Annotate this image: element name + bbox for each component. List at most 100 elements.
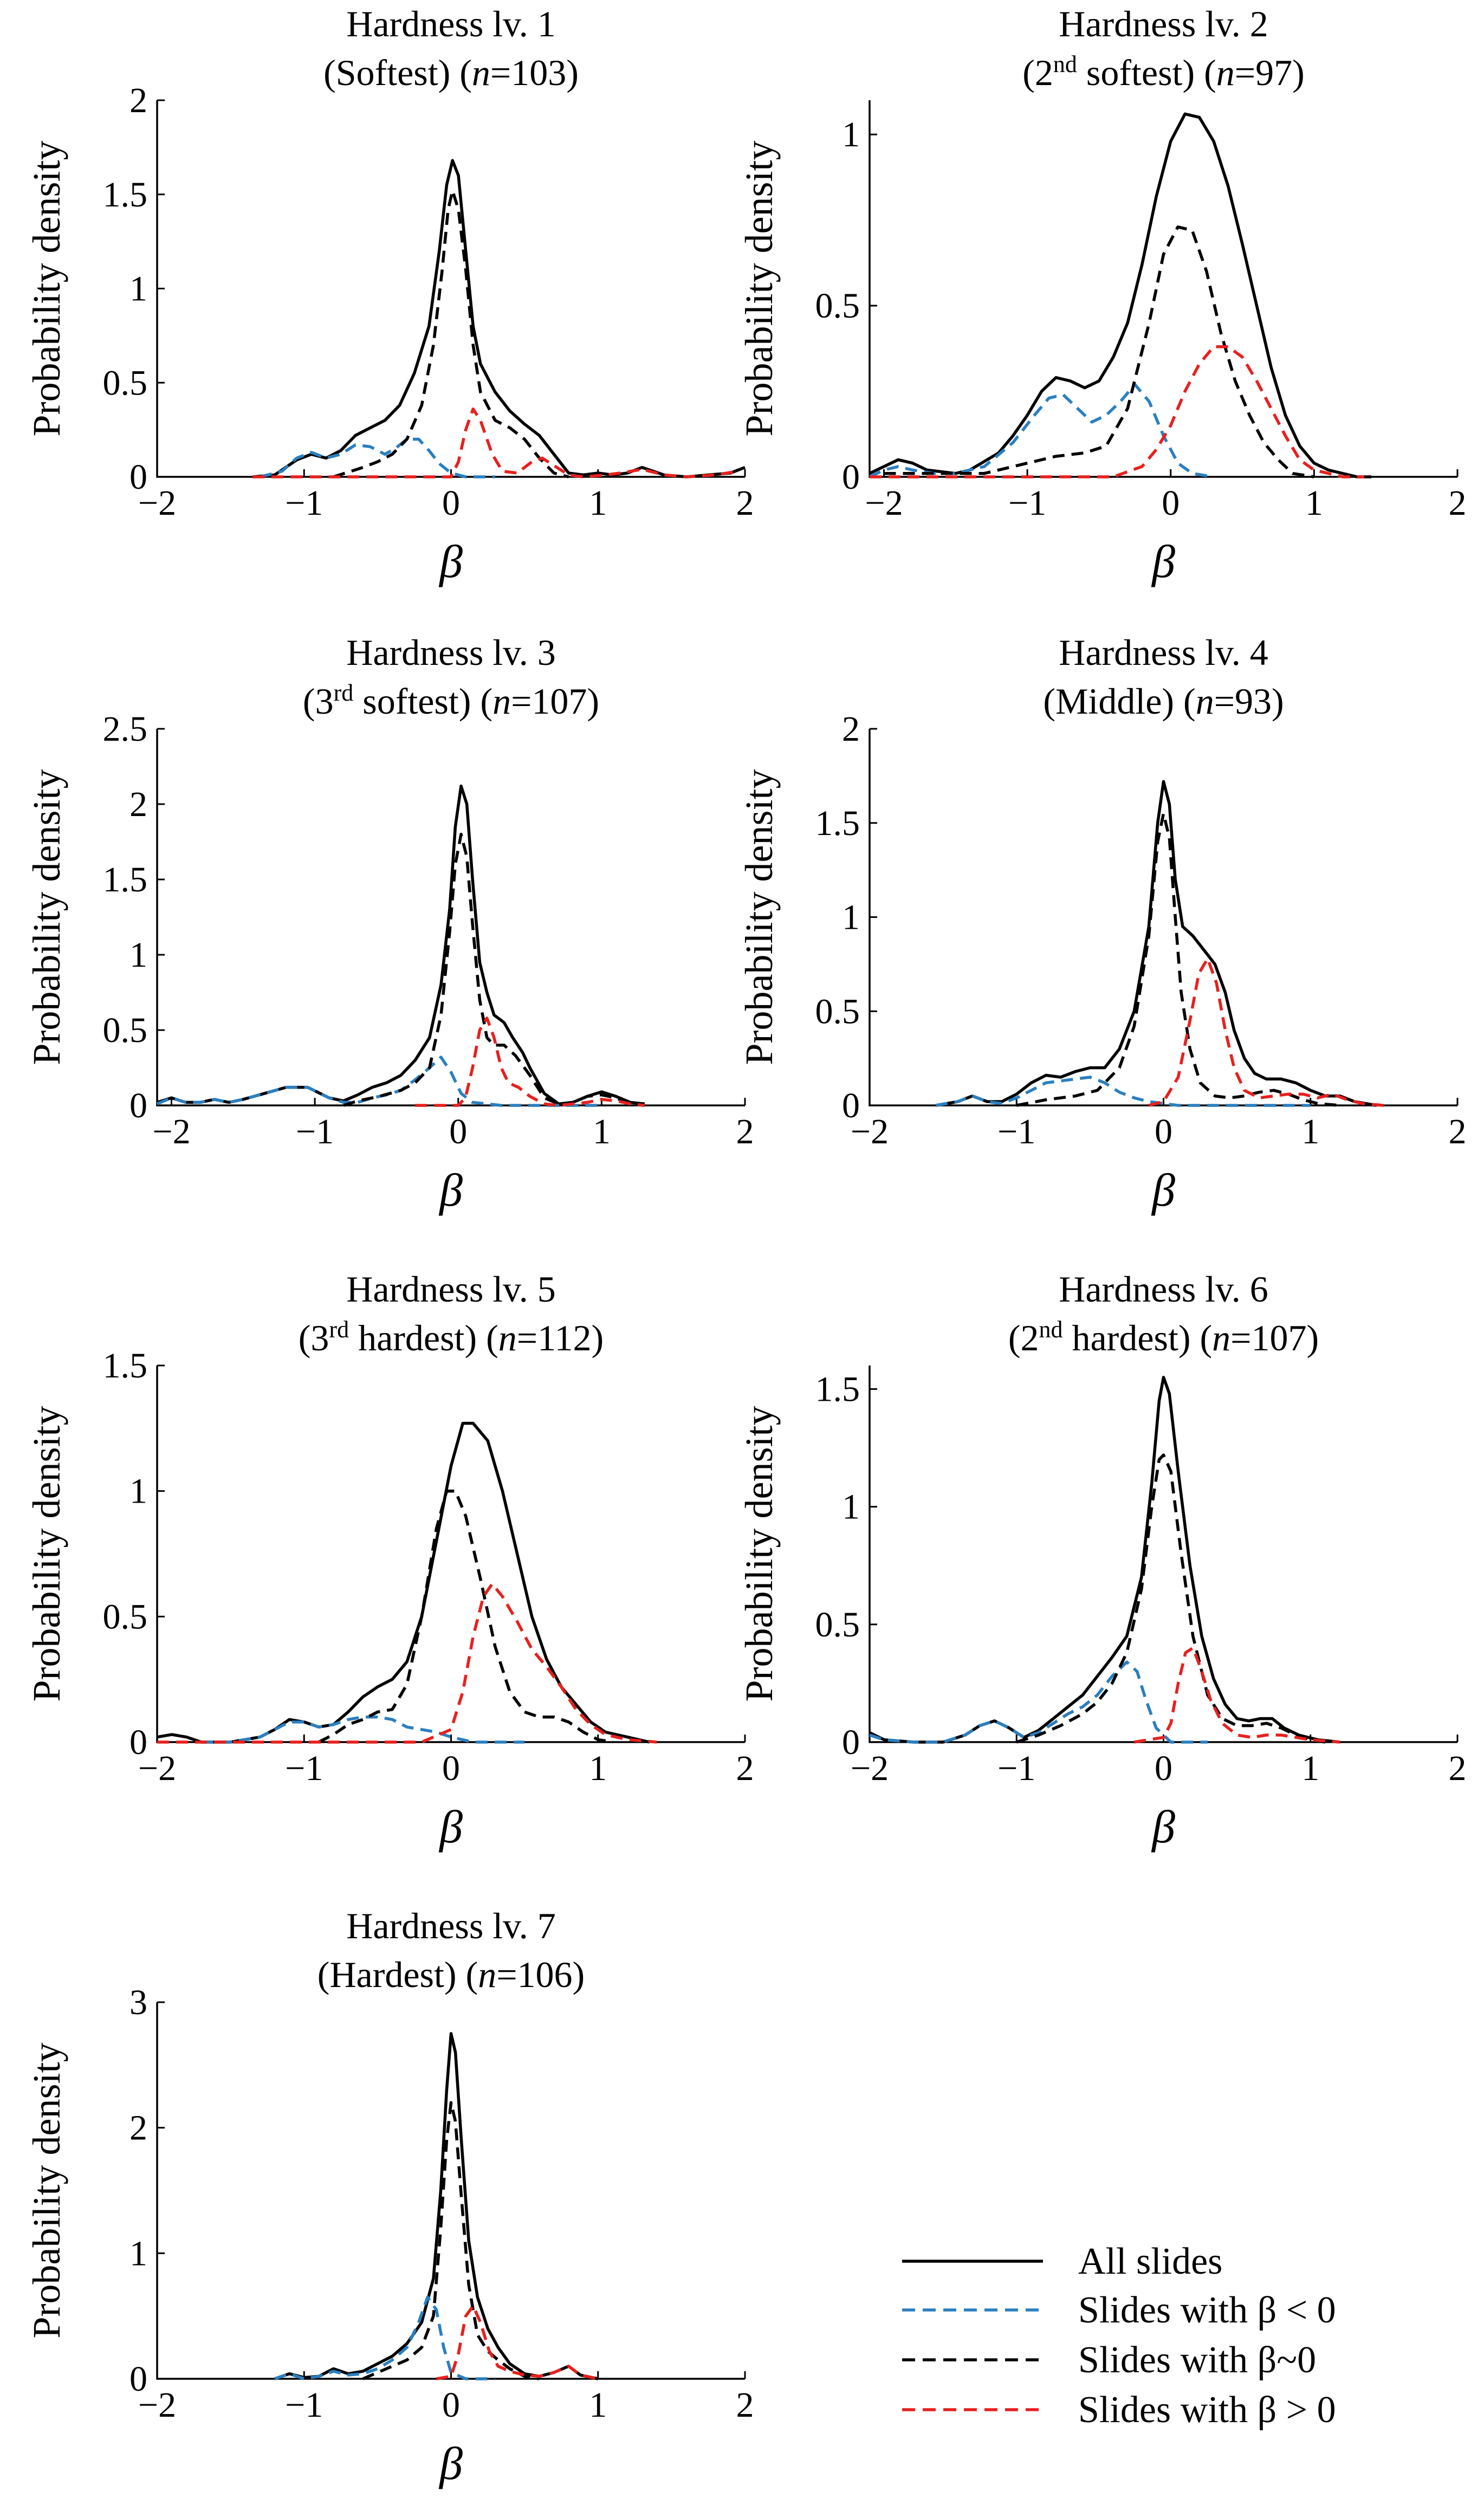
y-tick-label: 0.5 <box>815 992 860 1031</box>
x-tick-label: −2 <box>851 1749 889 1788</box>
series-line-neg <box>274 2295 495 2380</box>
panel-5: Hardness lv. 5 (3rd hardest) (n=112) −2 −1 0… <box>25 1269 754 1853</box>
axes-frame <box>156 100 745 478</box>
x-tick-label: −1 <box>285 2385 323 2425</box>
panel-6: Hardness lv. 6 (2nd hardest) (n=107) −2 −1 0… <box>737 1269 1467 1853</box>
x-tick-label: 2 <box>1449 483 1467 523</box>
x-tick-label: 1 <box>589 1749 607 1788</box>
series-line-pos <box>870 345 1364 478</box>
y-tick-label: 1 <box>129 2234 147 2273</box>
x-tick-label: −2 <box>865 483 903 523</box>
y-tick-label: 0 <box>129 2359 147 2399</box>
series-line-pos <box>252 407 738 478</box>
series-line-all <box>274 2032 599 2380</box>
y-tick-label: 0.5 <box>103 1597 148 1636</box>
series-line-neg <box>201 1715 525 1744</box>
y-tick-label: 1 <box>842 1487 860 1527</box>
y-axis-label: Probability density <box>737 1406 781 1702</box>
panel-subtitle: (3rd softest) (n=107) <box>303 679 599 722</box>
series-line-pos <box>1133 1646 1340 1744</box>
x-tick-label: 2 <box>1449 1749 1467 1788</box>
panel-subtitle: (2nd hardest) (n=107) <box>1008 1316 1319 1359</box>
x-tick-label: −1 <box>296 1112 334 1151</box>
series-line-all <box>157 784 645 1105</box>
panel-title: Hardness lv. 1 <box>346 3 556 44</box>
axes-frame <box>156 1366 745 1743</box>
series-line-zero <box>1016 1453 1326 1744</box>
x-tick-label: −1 <box>997 1749 1035 1788</box>
y-tick-label: 1 <box>129 269 147 309</box>
y-axis-label: Probability density <box>25 1406 68 1702</box>
x-tick-label: 0 <box>442 1749 460 1788</box>
series-line-all <box>869 1375 1340 1744</box>
x-tick-label: 0 <box>442 483 460 523</box>
y-axis-label: Probability density <box>25 769 68 1065</box>
y-tick-label: 3 <box>129 1983 147 2022</box>
y-tick-label: 0.5 <box>103 363 148 403</box>
x-tick-label: 2 <box>736 2385 754 2425</box>
panel-1: Hardness lv. 1 (Softest) (n=103) −2 −1 0 1 2 0 0… <box>25 3 754 587</box>
series-line-pos <box>415 1017 645 1107</box>
legend-label-pos: Slides with β > 0 <box>1078 2389 1336 2431</box>
panel-title: Hardness lv. 2 <box>1059 3 1268 44</box>
panel-7: Hardness lv. 7 (Hardest) (n=106) −2 −1 0 1 2 0 1… <box>25 1905 754 2489</box>
axes-frame <box>156 2002 745 2380</box>
y-tick-label: 0 <box>129 1086 147 1125</box>
y-tick-label: 0 <box>129 457 147 497</box>
x-axis-label: β <box>1151 1801 1175 1853</box>
series-line-neg <box>869 1660 1208 1744</box>
series-line-all <box>157 1421 650 1744</box>
y-tick-label: 1.5 <box>103 860 148 899</box>
y-tick-label: 1.5 <box>815 804 860 843</box>
x-tick-label: 0 <box>1155 1112 1172 1151</box>
x-axis-label: β <box>438 535 463 587</box>
panel-subtitle: (Middle) (n=93) <box>1043 681 1284 722</box>
panel-4: Hardness lv. 4 (Middle) (n=93) −2 −1 0 1 2 0 0.5… <box>737 632 1467 1216</box>
legend-label-neg: Slides with β < 0 <box>1078 2289 1336 2331</box>
x-tick-label: −2 <box>851 1112 889 1151</box>
panels: Hardness lv. 1 (Softest) (n=103) −2 −1 0 1 2 0 0… <box>25 3 1467 2489</box>
series-line-neg <box>935 1076 1311 1107</box>
y-tick-label: 0 <box>842 1086 860 1125</box>
legend-label-all: All slides <box>1078 2241 1222 2282</box>
series-line-neg <box>260 437 495 478</box>
y-tick-label: 2 <box>842 709 860 749</box>
series-line-pos <box>1148 957 1384 1107</box>
y-axis-label: Probability density <box>737 769 781 1065</box>
x-tick-label: −2 <box>138 1749 176 1788</box>
y-tick-label: 1 <box>129 1472 147 1511</box>
panel-title: Hardness lv. 6 <box>1059 1269 1268 1310</box>
x-tick-label: 1 <box>1301 1749 1319 1788</box>
x-tick-label: 1 <box>589 483 607 523</box>
series-line-all <box>252 159 746 478</box>
y-tick-label: 1 <box>842 115 860 154</box>
y-tick-label: 1 <box>842 898 860 937</box>
x-tick-label: 0 <box>449 1112 467 1151</box>
panel-2: Hardness lv. 2 (2nd softest) (n=97) −2 −1 0 1… <box>737 3 1467 587</box>
x-tick-label: −1 <box>997 1112 1035 1151</box>
x-tick-label: −2 <box>138 2385 176 2425</box>
x-tick-label: 2 <box>736 483 754 523</box>
y-axis-label: Probability density <box>25 141 68 437</box>
y-tick-label: 1 <box>129 935 147 975</box>
x-axis-label: β <box>1151 535 1175 587</box>
panel-subtitle: (Softest) (n=103) <box>323 52 579 93</box>
series-line-zero <box>884 225 1314 478</box>
y-tick-label: 0.5 <box>103 1011 148 1050</box>
x-tick-label: 1 <box>1301 1112 1319 1151</box>
series-line-pos <box>157 1582 657 1744</box>
y-axis-label: Probability density <box>737 141 781 437</box>
y-tick-label: 0.5 <box>815 1605 860 1645</box>
panel-title: Hardness lv. 3 <box>346 632 556 673</box>
x-tick-label: 2 <box>736 1112 754 1151</box>
panel-title: Hardness lv. 5 <box>346 1269 556 1310</box>
y-tick-label: 0 <box>842 457 860 497</box>
x-tick-label: 1 <box>593 1112 611 1151</box>
y-axis-label: Probability density <box>25 2043 68 2339</box>
x-axis-label: β <box>438 2437 463 2489</box>
series-line-zero <box>318 1489 613 1744</box>
y-tick-label: 2 <box>129 785 147 824</box>
y-tick-label: 0 <box>129 1723 147 1762</box>
y-tick-label: 1.5 <box>103 1346 148 1386</box>
